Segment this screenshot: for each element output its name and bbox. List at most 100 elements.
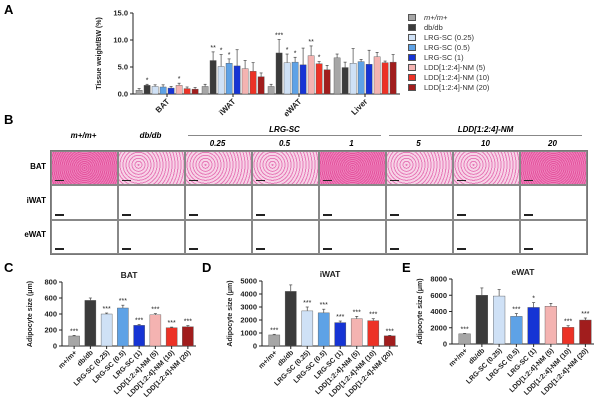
histology-image — [185, 151, 252, 186]
bar — [562, 327, 575, 345]
legend-swatch — [408, 23, 416, 31]
y-tick-label: 1000 — [240, 329, 257, 338]
bar — [133, 325, 145, 347]
significance-label: ** — [210, 45, 216, 52]
legend-label: LRG-SC (0.5) — [424, 42, 470, 52]
legend-swatch — [408, 13, 416, 21]
histology-image — [118, 151, 185, 186]
histology-column-header: db/db — [139, 131, 162, 140]
significance-label: *** — [512, 307, 520, 314]
bar — [333, 57, 341, 95]
bar — [84, 300, 97, 347]
significance-label: * — [532, 296, 535, 303]
x-tick-label: eWAT — [282, 97, 304, 119]
legend-label: LDD[1:2:4]-NM (20) — [424, 82, 490, 92]
histology-image — [51, 151, 118, 186]
bar — [323, 69, 331, 95]
bar — [143, 85, 151, 95]
y-tick-label: 15.0 — [113, 9, 128, 18]
histology-image — [319, 219, 386, 254]
significance-label: *** — [168, 320, 176, 327]
significance-label: *** — [70, 328, 78, 335]
legend-item: LRG-SC (0.25) — [408, 32, 489, 42]
bar — [510, 316, 523, 345]
legend-label: LDD[1:2:4]-NM (10) — [424, 72, 490, 82]
bar — [165, 327, 178, 347]
histology-group-header: LRG-SC — [188, 125, 381, 136]
y-axis-label: Tissue weight/BW (%) — [96, 17, 103, 90]
significance-label: *** — [581, 311, 589, 318]
bar — [68, 335, 80, 347]
significance-label: *** — [103, 306, 111, 313]
y-tick-label: 0 — [53, 342, 57, 351]
bar — [151, 86, 159, 95]
histology-image — [185, 219, 252, 254]
bar — [233, 65, 241, 95]
y-tick-label: 0 — [443, 340, 447, 349]
histology-image — [453, 151, 520, 186]
x-tick-label: Liver — [350, 97, 370, 117]
significance-label: *** — [303, 300, 311, 307]
significance-label: *** — [353, 309, 361, 316]
legend-swatch — [408, 33, 416, 41]
y-tick-label: 2000 — [240, 316, 257, 325]
bar — [117, 307, 129, 347]
significance-label: *** — [386, 328, 394, 335]
bar — [349, 63, 357, 95]
bar — [350, 318, 363, 347]
x-tick-label: BAT — [154, 97, 172, 115]
significance-label: *** — [275, 32, 283, 39]
histology-image — [386, 151, 453, 186]
legend-label: m+/m+ — [424, 12, 448, 22]
bar — [544, 306, 557, 345]
histology-image — [252, 151, 319, 186]
chart-title: eWAT — [512, 267, 536, 277]
significance-label: *** — [320, 302, 328, 309]
panel-label-a: A — [4, 2, 14, 17]
significance-label: * — [286, 47, 289, 54]
bar — [182, 326, 194, 347]
significance-label: * — [318, 55, 321, 62]
panel-label-d: D — [202, 260, 212, 275]
histology-group-header: LDD[1:2:4]-NM — [389, 125, 582, 136]
bar — [183, 88, 191, 95]
histology-image — [252, 219, 319, 254]
significance-label: * — [178, 76, 181, 83]
bar — [217, 66, 225, 95]
y-tick-label: 5000 — [240, 277, 257, 286]
y-tick-label: 800 — [44, 278, 57, 287]
significance-label: * — [146, 77, 149, 84]
legend-label: LDD[1:2:4]-NM (5) — [424, 62, 486, 72]
bar — [383, 335, 396, 347]
histology-image — [51, 219, 118, 254]
significance-label: *** — [135, 318, 143, 325]
y-tick-label: 400 — [44, 310, 57, 319]
legend-swatch — [408, 43, 416, 51]
bar — [241, 68, 249, 95]
histology-column-header: m+/m+ — [70, 131, 97, 140]
legend-item: LRG-SC (1) — [408, 52, 489, 62]
histology-image — [520, 151, 587, 186]
histology-image — [520, 219, 587, 254]
legend-swatch — [408, 73, 416, 81]
histology-image — [51, 185, 118, 220]
legend-label: LRG-SC (1) — [424, 52, 464, 62]
bar — [191, 88, 199, 95]
legend-item: db/db — [408, 22, 489, 32]
bar — [267, 86, 275, 95]
bar — [389, 61, 397, 95]
bar — [291, 61, 299, 95]
x-tick-label: m+/m+ — [258, 349, 279, 370]
bar — [367, 320, 380, 347]
bar — [257, 76, 265, 95]
y-axis-label: Adipocyte size (μm) — [27, 281, 34, 347]
bar — [299, 64, 307, 95]
bar — [201, 86, 209, 95]
bar — [275, 52, 283, 95]
bar — [475, 295, 488, 345]
histology-image — [118, 185, 185, 220]
significance-label: *** — [369, 312, 377, 319]
significance-label: ** — [308, 39, 314, 46]
bar — [334, 322, 347, 347]
chart-title: iWAT — [320, 269, 341, 279]
